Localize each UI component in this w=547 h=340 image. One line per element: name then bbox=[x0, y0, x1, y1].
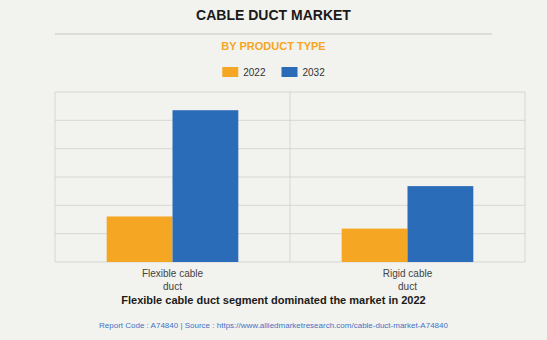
legend-label: 2032 bbox=[303, 67, 326, 78]
legend: 2022 2032 bbox=[222, 67, 325, 78]
grid bbox=[55, 92, 525, 262]
source: Report Code : A74840 | Source : https://… bbox=[99, 321, 448, 330]
legend-swatch bbox=[222, 67, 238, 77]
x-tick-label-line: duct bbox=[163, 281, 182, 292]
x-tick-label-line: Rigid cable bbox=[383, 268, 433, 279]
legend-label: 2022 bbox=[243, 67, 266, 78]
plot-border bbox=[525, 92, 526, 262]
title-rule bbox=[55, 34, 492, 35]
x-tick-label-line: duct bbox=[398, 281, 417, 292]
bar bbox=[173, 110, 239, 262]
x-tick-label: Flexible cable duct bbox=[142, 268, 204, 292]
subtitle: BY PRODUCT TYPE bbox=[221, 40, 325, 52]
bar bbox=[342, 229, 408, 262]
bar bbox=[408, 186, 474, 262]
group-divider bbox=[290, 92, 291, 262]
title: CABLE DUCT MARKET bbox=[196, 7, 351, 23]
bar bbox=[107, 216, 173, 262]
x-axis: Flexible cable duct Rigid cable duct bbox=[142, 268, 433, 292]
bars bbox=[107, 110, 474, 262]
legend-item: 2022 bbox=[222, 67, 266, 78]
plot-border bbox=[55, 92, 56, 262]
legend-swatch bbox=[282, 67, 298, 77]
footer: Flexible cable duct segment dominated th… bbox=[121, 294, 425, 306]
x-tick-label-line: Flexible cable bbox=[142, 268, 204, 279]
background bbox=[0, 0, 547, 340]
x-tick-label: Rigid cable duct bbox=[383, 268, 433, 292]
chart: CABLE DUCT MARKET BY PRODUCT TYPE Flexible… bbox=[0, 0, 547, 340]
legend-item: 2032 bbox=[282, 67, 326, 78]
